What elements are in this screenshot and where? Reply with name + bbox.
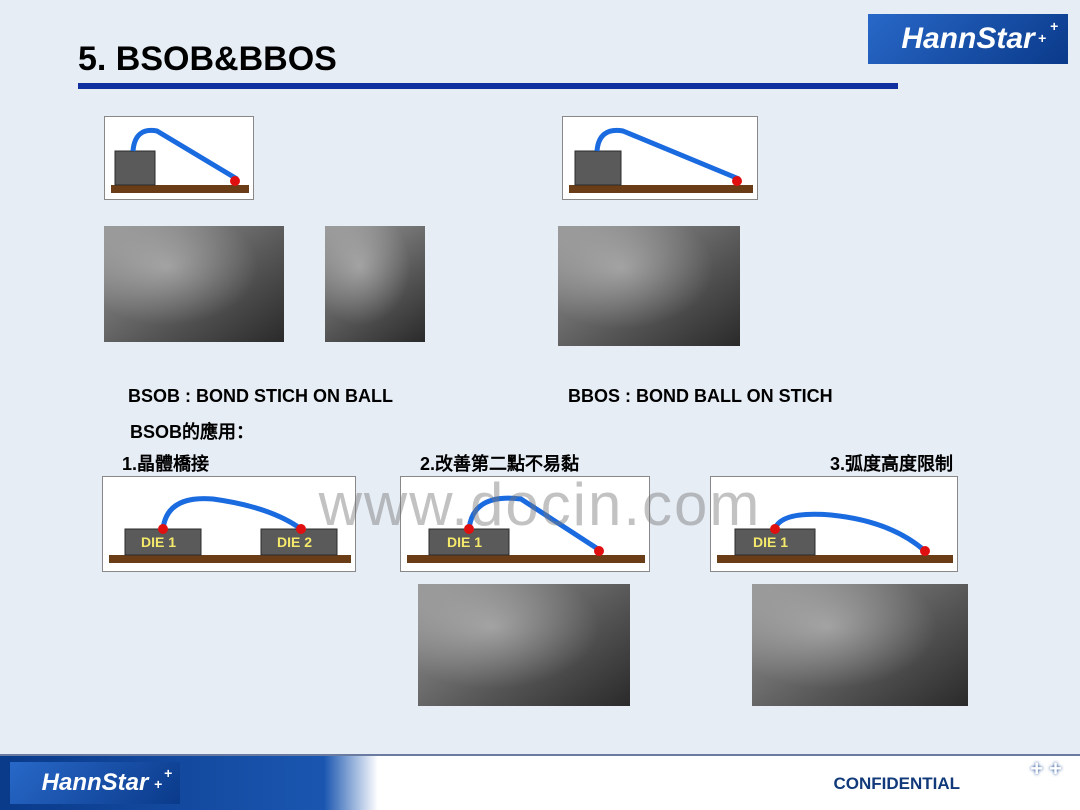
- svg-text:DIE 1: DIE 1: [141, 534, 176, 550]
- plus-icon: + +: [1030, 756, 1062, 782]
- sem-image: [325, 226, 425, 342]
- diagram-bbos-top: [562, 116, 758, 200]
- confidential-label: CONFIDENTIAL: [833, 774, 960, 794]
- plus-icon: +: [1038, 30, 1046, 46]
- sem-image: [104, 226, 284, 342]
- diagram-app-lowloop: DIE 1: [710, 476, 958, 572]
- diagram-app-bridge: DIE 1 DIE 2: [102, 476, 356, 572]
- plus-icon: +: [1050, 18, 1058, 34]
- diagram-bsob-top: [104, 116, 254, 200]
- plus-icon: +: [154, 776, 162, 792]
- label-app2: 2.改善第二點不易黏: [420, 450, 579, 476]
- svg-text:DIE 2: DIE 2: [277, 534, 312, 550]
- label-bbos: BBOS : BOND BALL ON STICH: [568, 386, 833, 407]
- svg-text:DIE 1: DIE 1: [753, 534, 788, 550]
- footer-bar: HannStar + + + + CONFIDENTIAL: [0, 754, 1080, 810]
- sem-image: [558, 226, 740, 346]
- plus-icon: +: [164, 765, 172, 781]
- page-title: 5. BSOB&BBOS: [78, 40, 898, 89]
- brand-text: HannStar: [42, 769, 149, 797]
- label-app-title: BSOB的應用：: [130, 418, 254, 444]
- sem-image: [752, 584, 968, 706]
- label-bsob: BSOB : BOND STICH ON BALL: [128, 386, 393, 407]
- sem-image: [418, 584, 630, 706]
- diagram-app-single: DIE 1: [400, 476, 650, 572]
- label-app3: 3.弧度高度限制: [830, 450, 953, 476]
- svg-text:DIE 1: DIE 1: [447, 534, 482, 550]
- label-app1: 1.晶體橋接: [122, 450, 209, 476]
- brand-logo-bottom: HannStar + +: [10, 762, 180, 804]
- brand-text: HannStar: [901, 22, 1034, 56]
- brand-logo-top: HannStar + +: [868, 14, 1068, 64]
